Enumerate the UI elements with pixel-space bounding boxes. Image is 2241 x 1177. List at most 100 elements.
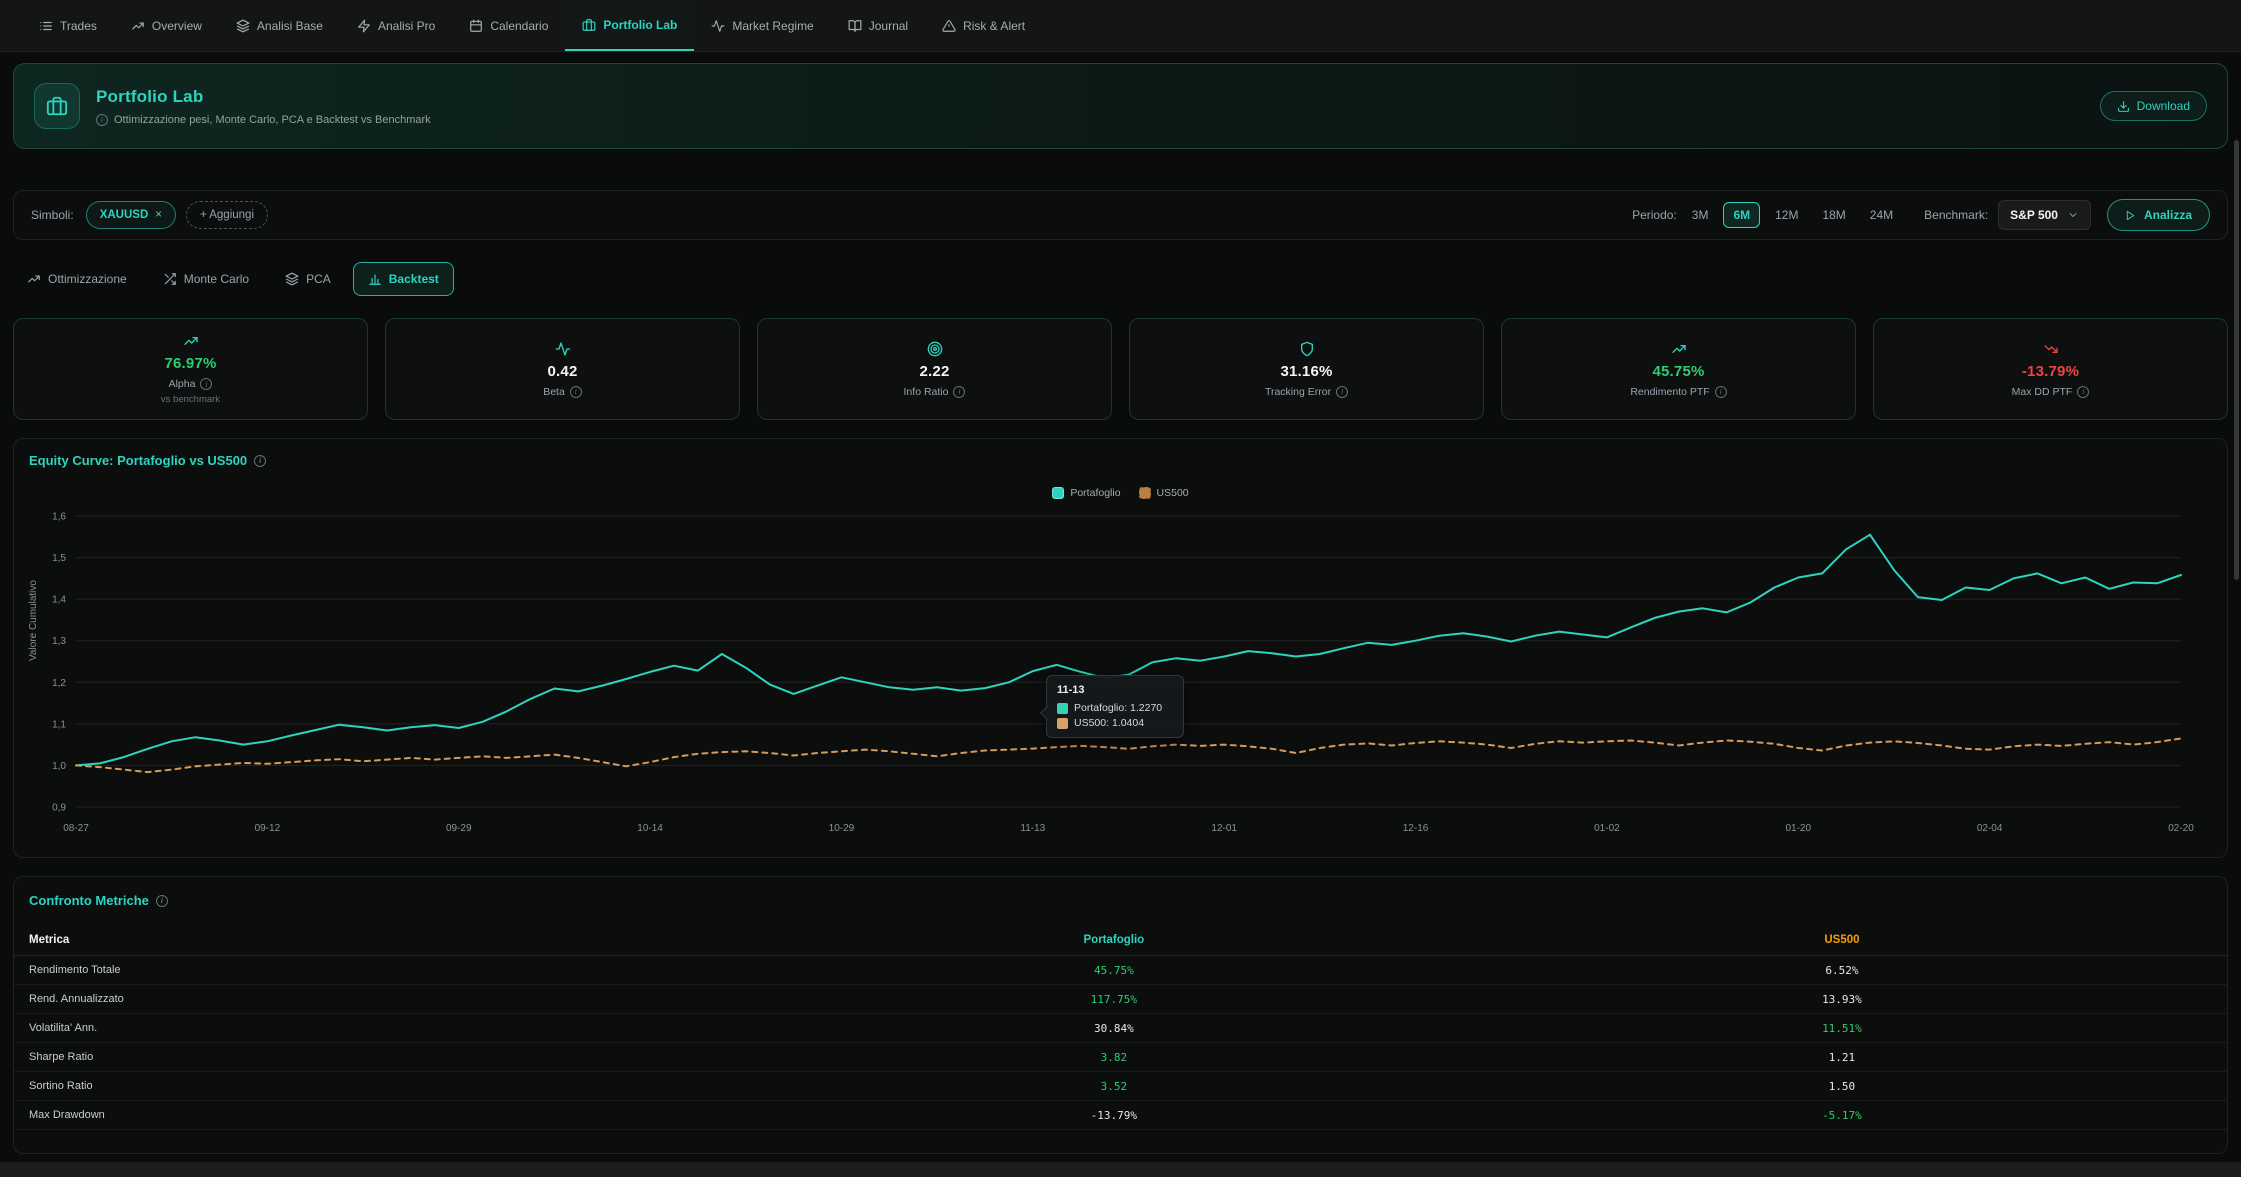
- controls-bar: Simboli: XAUUSD × + Aggiungi Periodo: 3M…: [13, 190, 2228, 240]
- period-button-24m[interactable]: 24M: [1869, 208, 1894, 222]
- portfolio-swatch: [1057, 702, 1068, 714]
- period-button-18m[interactable]: 18M: [1822, 208, 1846, 222]
- remove-symbol-icon[interactable]: ×: [155, 209, 162, 221]
- table-row[interactable]: Rend. Annualizzato 117.75% 13.93%: [14, 985, 2227, 1014]
- portfolio-value: 30.84%: [1093, 1021, 1134, 1035]
- page-subtitle: i Ottimizzazione pesi, Monte Carlo, PCA …: [96, 113, 431, 126]
- nav-label: Overview: [151, 18, 202, 33]
- nav-item-analisi-pro[interactable]: Analisi Pro: [340, 0, 452, 51]
- table-row[interactable]: Max Drawdown -13.79% -5.17%: [14, 1101, 2227, 1130]
- metric-name: Sortino Ratio: [29, 1080, 93, 1092]
- header-metric: Metrica: [29, 933, 70, 946]
- trending-up-icon: [183, 337, 198, 345]
- add-symbol-button[interactable]: + Aggiungi: [185, 201, 269, 229]
- nav-item-calendario[interactable]: Calendario: [452, 0, 565, 51]
- metric-value: 76.97%: [164, 355, 217, 372]
- nav-label: Calendario: [490, 18, 549, 33]
- benchmark-select[interactable]: S&P 500: [1998, 200, 2091, 230]
- info-icon: i: [200, 378, 213, 390]
- trending-up-icon: [132, 22, 144, 29]
- table-row[interactable]: Sharpe Ratio 3.82 1.21: [14, 1043, 2227, 1072]
- svg-text:1,1: 1,1: [52, 719, 66, 730]
- svg-text:08-27: 08-27: [63, 823, 89, 834]
- nav-item-journal[interactable]: Journal: [831, 0, 925, 51]
- nav-label: Risk & Alert: [963, 18, 1026, 33]
- metrics-comparison-panel: Confronto Metriche i Metrica Portafoglio …: [13, 876, 2228, 1154]
- metric-card-info-ratio: 2.22 Info Ratio i: [757, 318, 1112, 420]
- svg-text:1,5: 1,5: [52, 553, 66, 564]
- tooltip-date: 11-13: [1057, 684, 1085, 696]
- vertical-scrollbar[interactable]: [2234, 140, 2239, 580]
- metric-card-beta: 0.42 Beta i: [385, 318, 740, 420]
- svg-text:10-14: 10-14: [637, 823, 663, 834]
- tooltip-row: US500: 1.0404: [1057, 717, 1173, 729]
- book-icon: [848, 19, 862, 32]
- table-row[interactable]: Sortino Ratio 3.52 1.50: [14, 1072, 2227, 1101]
- download-button[interactable]: Download: [2099, 91, 2207, 121]
- nav-item-risk-alert[interactable]: Risk & Alert: [925, 0, 1042, 51]
- nav-item-trades[interactable]: Trades: [22, 0, 114, 51]
- legend-item-portafoglio[interactable]: Portafoglio: [1052, 487, 1121, 499]
- portfolio-value: 3.82: [1100, 1050, 1128, 1064]
- info-icon: i: [569, 385, 582, 398]
- tab-monte-carlo[interactable]: Monte Carlo: [149, 263, 263, 295]
- benchmark-label: Benchmark:: [1924, 208, 1989, 222]
- benchmark-value: -5.17%: [1822, 1108, 1862, 1122]
- metric-card-alpha: 76.97% Alpha i vs benchmark: [13, 318, 368, 420]
- metric-card-tracking-error: 31.16% Tracking Error i: [1129, 318, 1484, 420]
- tab-backtest[interactable]: Backtest: [352, 262, 454, 296]
- symbol-chip-xauusd[interactable]: XAUUSD ×: [85, 201, 176, 229]
- table-title: Confronto Metriche i: [29, 893, 2227, 908]
- benchmark-value: 13.93%: [1822, 992, 1862, 1006]
- metric-label: Info Ratio i: [904, 385, 966, 398]
- benchmark-swatch: [1057, 717, 1068, 729]
- equity-curve-chart[interactable]: 0,9 1,0 1,1 1,2 1,3 1,4 1,5 1,6 08-27 09-12 09-29 1…: [14, 439, 2229, 859]
- period-button-3m[interactable]: 3M: [1691, 208, 1709, 222]
- info-icon: i: [155, 894, 168, 907]
- svg-text:0,9: 0,9: [52, 803, 66, 814]
- trending-up-icon: [1671, 344, 1686, 353]
- table-row[interactable]: Volatilita' Ann. 30.84% 11.51%: [14, 1014, 2227, 1043]
- briefcase-icon: [34, 83, 80, 129]
- legend-item-us500[interactable]: US500: [1138, 487, 1189, 499]
- shield-icon: [1300, 341, 1313, 356]
- chart-tooltip: 11-13 Portafoglio: 1.2270 US500: 1.0404: [1046, 675, 1184, 738]
- page-header-banner: Portfolio Lab i Ottimizzazione pesi, Mon…: [13, 63, 2228, 149]
- benchmark-value: 6.52%: [1825, 963, 1859, 977]
- portfolio-value: 45.75%: [1093, 963, 1134, 977]
- svg-text:1,6: 1,6: [52, 512, 66, 523]
- period-button-6m[interactable]: 6M: [1723, 202, 1761, 228]
- tab-pca[interactable]: PCA: [271, 263, 345, 295]
- benchmark-value: 1.50: [1828, 1079, 1856, 1093]
- svg-text:02-20: 02-20: [2168, 823, 2194, 834]
- portfolio-value: 3.52: [1100, 1079, 1128, 1093]
- nav-item-portfolio-lab[interactable]: Portfolio Lab: [565, 0, 695, 51]
- nav-label: Market Regime: [732, 18, 814, 33]
- calendar-icon: [470, 19, 483, 32]
- metric-label: Alpha i: [169, 378, 213, 390]
- play-icon: [2126, 210, 2135, 220]
- metric-cards: 76.97% Alpha i vs benchmark 0.42 Beta i 2.…: [13, 318, 2228, 420]
- bottom-bar: [0, 1162, 2241, 1177]
- period-button-12m[interactable]: 12M: [1775, 208, 1799, 222]
- nav-label: Trades: [60, 18, 97, 33]
- metric-name: Max Drawdown: [29, 1109, 105, 1121]
- table-row[interactable]: Rendimento Totale 45.75% 6.52%: [14, 956, 2227, 985]
- metric-value: 0.42: [547, 362, 578, 380]
- svg-text:09-12: 09-12: [255, 823, 281, 834]
- nav-label: Journal: [868, 18, 909, 33]
- metric-value: 31.16%: [1280, 362, 1333, 380]
- page-title: Portfolio Lab: [96, 86, 204, 106]
- download-icon: [2117, 100, 2129, 112]
- tab-ottimizzazione[interactable]: Ottimizzazione: [13, 263, 141, 295]
- nav-item-analisi-base[interactable]: Analisi Base: [219, 0, 340, 51]
- metric-value: -13.79%: [2021, 362, 2080, 380]
- zap-icon: [358, 19, 370, 32]
- svg-text:1,2: 1,2: [52, 678, 66, 689]
- svg-text:12-01: 12-01: [1211, 823, 1237, 834]
- analyze-button[interactable]: Analizza: [2106, 199, 2210, 231]
- nav-item-overview[interactable]: Overview: [114, 0, 219, 51]
- portfolio-value: 117.75%: [1090, 992, 1138, 1006]
- nav-item-market-regime[interactable]: Market Regime: [694, 0, 830, 51]
